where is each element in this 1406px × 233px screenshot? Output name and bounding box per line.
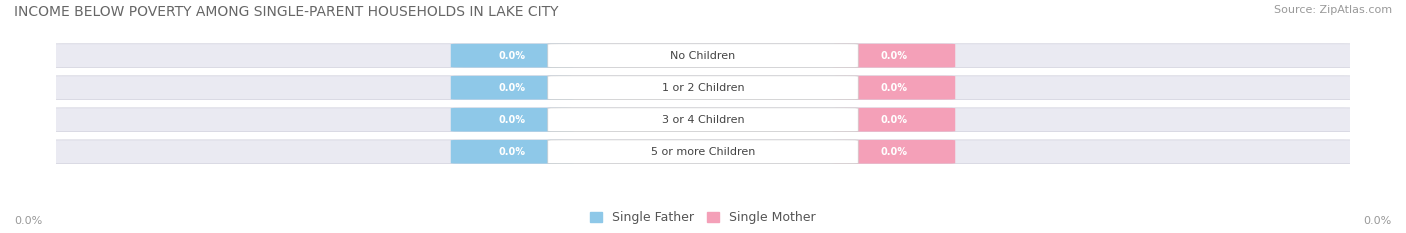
Text: 0.0%: 0.0%	[14, 216, 42, 226]
FancyBboxPatch shape	[451, 76, 574, 99]
FancyBboxPatch shape	[832, 76, 955, 99]
FancyBboxPatch shape	[548, 108, 858, 132]
Text: 5 or more Children: 5 or more Children	[651, 147, 755, 157]
FancyBboxPatch shape	[832, 44, 955, 68]
FancyBboxPatch shape	[49, 108, 1357, 132]
Text: 0.0%: 0.0%	[499, 51, 526, 61]
FancyBboxPatch shape	[49, 44, 1357, 68]
Text: INCOME BELOW POVERTY AMONG SINGLE-PARENT HOUSEHOLDS IN LAKE CITY: INCOME BELOW POVERTY AMONG SINGLE-PARENT…	[14, 5, 558, 19]
Text: 1 or 2 Children: 1 or 2 Children	[662, 83, 744, 93]
Text: 0.0%: 0.0%	[880, 83, 907, 93]
Text: 0.0%: 0.0%	[880, 115, 907, 125]
FancyBboxPatch shape	[832, 108, 955, 132]
FancyBboxPatch shape	[548, 140, 858, 164]
FancyBboxPatch shape	[548, 76, 858, 99]
Legend: Single Father, Single Mother: Single Father, Single Mother	[591, 211, 815, 224]
Text: Source: ZipAtlas.com: Source: ZipAtlas.com	[1274, 5, 1392, 15]
FancyBboxPatch shape	[49, 140, 1357, 164]
Text: 0.0%: 0.0%	[499, 147, 526, 157]
FancyBboxPatch shape	[451, 108, 574, 132]
FancyBboxPatch shape	[548, 44, 858, 68]
Text: 0.0%: 0.0%	[880, 147, 907, 157]
Text: 0.0%: 0.0%	[1364, 216, 1392, 226]
Text: 0.0%: 0.0%	[880, 51, 907, 61]
Text: 0.0%: 0.0%	[499, 115, 526, 125]
Text: 0.0%: 0.0%	[499, 83, 526, 93]
FancyBboxPatch shape	[49, 76, 1357, 99]
FancyBboxPatch shape	[451, 44, 574, 68]
FancyBboxPatch shape	[451, 140, 574, 164]
Text: 3 or 4 Children: 3 or 4 Children	[662, 115, 744, 125]
Text: No Children: No Children	[671, 51, 735, 61]
FancyBboxPatch shape	[832, 140, 955, 164]
